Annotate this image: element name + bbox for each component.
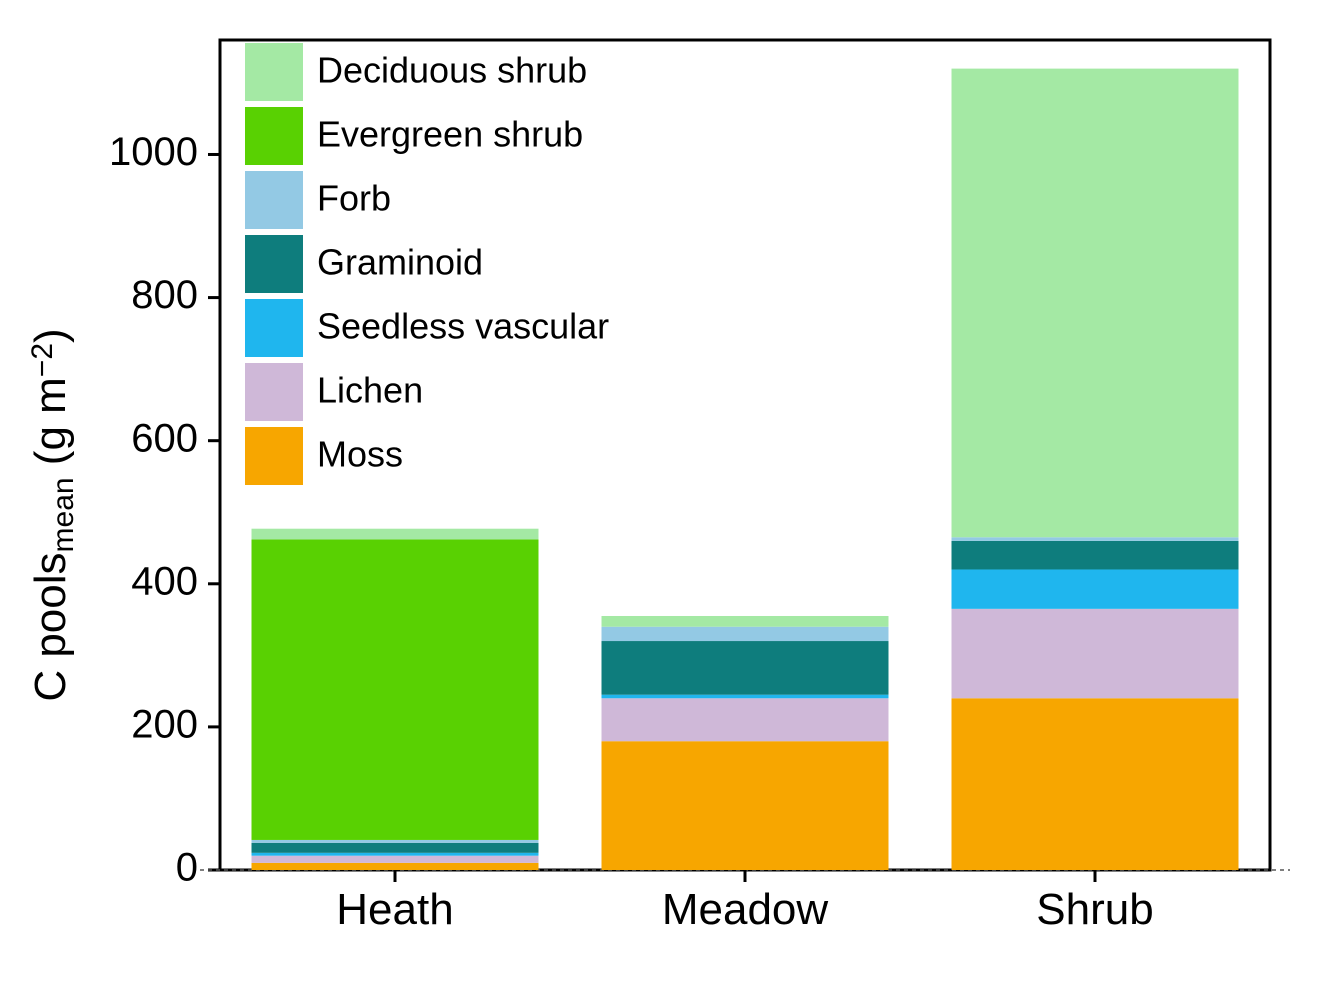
bar-segment-heath-lichen bbox=[252, 856, 539, 863]
bar-segment-heath-evergreen_shrub bbox=[252, 539, 539, 840]
y-tick-label: 800 bbox=[131, 273, 198, 317]
stacked-bar-chart: 02004006008001000C poolsmean (g m−2)Heat… bbox=[0, 0, 1320, 994]
legend-label-moss: Moss bbox=[317, 433, 403, 474]
bar-segment-heath-seedless_vascular bbox=[252, 853, 539, 856]
bar-segment-heath-deciduous_shrub bbox=[252, 529, 539, 540]
bar-segment-shrub-deciduous_shrub bbox=[952, 69, 1239, 538]
legend-swatch-lichen bbox=[245, 363, 303, 421]
bar-segment-meadow-seedless_vascular bbox=[602, 695, 889, 699]
bar-segment-shrub-lichen bbox=[952, 609, 1239, 698]
legend-swatch-moss bbox=[245, 427, 303, 485]
bar-segment-heath-graminoid bbox=[252, 843, 539, 853]
bar-segment-meadow-graminoid bbox=[602, 641, 889, 695]
legend-swatch-seedless_vascular bbox=[245, 299, 303, 357]
x-tick-label: Heath bbox=[336, 885, 453, 934]
legend-swatch-graminoid bbox=[245, 235, 303, 293]
legend-label-lichen: Lichen bbox=[317, 369, 423, 410]
legend-swatch-evergreen_shrub bbox=[245, 107, 303, 165]
bar-segment-shrub-moss bbox=[952, 698, 1239, 870]
bar-segment-meadow-moss bbox=[602, 741, 889, 870]
legend-label-evergreen_shrub: Evergreen shrub bbox=[317, 113, 583, 154]
legend-swatch-deciduous_shrub bbox=[245, 43, 303, 101]
legend-label-graminoid: Graminoid bbox=[317, 241, 483, 282]
x-tick-label: Shrub bbox=[1036, 885, 1153, 934]
bar-segment-shrub-graminoid bbox=[952, 541, 1239, 570]
bar-segment-heath-moss bbox=[252, 863, 539, 870]
bar-segment-heath-forb bbox=[252, 840, 539, 843]
y-tick-label: 0 bbox=[176, 846, 198, 890]
legend-label-seedless_vascular: Seedless vascular bbox=[317, 305, 609, 346]
bar-segment-shrub-seedless_vascular bbox=[952, 569, 1239, 608]
legend-label-deciduous_shrub: Deciduous shrub bbox=[317, 49, 587, 90]
y-tick-label: 400 bbox=[131, 559, 198, 603]
bar-segment-meadow-deciduous_shrub bbox=[602, 616, 889, 627]
legend-swatch-forb bbox=[245, 171, 303, 229]
bar-segment-meadow-lichen bbox=[602, 698, 889, 741]
y-tick-label: 1000 bbox=[109, 130, 198, 174]
legend-label-forb: Forb bbox=[317, 177, 391, 218]
bar-segment-shrub-forb bbox=[952, 537, 1239, 541]
x-tick-label: Meadow bbox=[662, 885, 829, 934]
bar-segment-meadow-forb bbox=[602, 627, 889, 641]
y-tick-label: 200 bbox=[131, 702, 198, 746]
y-tick-label: 600 bbox=[131, 416, 198, 460]
